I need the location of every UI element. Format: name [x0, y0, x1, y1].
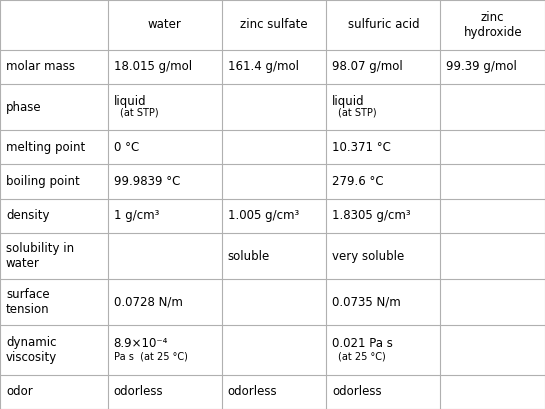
Text: 99.39 g/mol: 99.39 g/mol	[446, 61, 517, 73]
Text: phase: phase	[6, 101, 41, 114]
Text: molar mass: molar mass	[6, 61, 75, 73]
Text: (at STP): (at STP)	[338, 108, 377, 118]
Text: odor: odor	[6, 385, 33, 398]
Text: 10.371 °C: 10.371 °C	[332, 141, 391, 154]
Text: 8.9×10⁻⁴: 8.9×10⁻⁴	[114, 337, 168, 350]
Text: 1 g/cm³: 1 g/cm³	[114, 209, 159, 222]
Text: 99.9839 °C: 99.9839 °C	[114, 175, 180, 188]
Text: zinc sulfate: zinc sulfate	[240, 18, 308, 31]
Text: 1.8305 g/cm³: 1.8305 g/cm³	[332, 209, 411, 222]
Text: solubility in
water: solubility in water	[6, 242, 74, 270]
Text: odorless: odorless	[114, 385, 164, 398]
Text: (at 25 °C): (at 25 °C)	[338, 351, 386, 361]
Text: melting point: melting point	[6, 141, 85, 154]
Text: 279.6 °C: 279.6 °C	[332, 175, 384, 188]
Text: soluble: soluble	[228, 249, 270, 263]
Text: 0.0735 N/m: 0.0735 N/m	[332, 295, 401, 308]
Text: very soluble: very soluble	[332, 249, 404, 263]
Text: 0.0728 N/m: 0.0728 N/m	[114, 295, 183, 308]
Text: odorless: odorless	[228, 385, 277, 398]
Text: zinc
hydroxide: zinc hydroxide	[463, 11, 522, 39]
Text: liquid: liquid	[114, 94, 147, 108]
Text: (at STP): (at STP)	[120, 108, 159, 118]
Text: 161.4 g/mol: 161.4 g/mol	[228, 61, 299, 73]
Text: Pa s  (at 25 °C): Pa s (at 25 °C)	[114, 351, 187, 361]
Text: liquid: liquid	[332, 94, 365, 108]
Text: surface
tension: surface tension	[6, 288, 50, 316]
Text: density: density	[6, 209, 50, 222]
Text: 0 °C: 0 °C	[114, 141, 139, 154]
Text: 1.005 g/cm³: 1.005 g/cm³	[228, 209, 299, 222]
Text: 98.07 g/mol: 98.07 g/mol	[332, 61, 403, 73]
Text: 18.015 g/mol: 18.015 g/mol	[114, 61, 192, 73]
Text: dynamic
viscosity: dynamic viscosity	[6, 336, 57, 364]
Text: odorless: odorless	[332, 385, 382, 398]
Text: sulfuric acid: sulfuric acid	[348, 18, 419, 31]
Text: 0.021 Pa s: 0.021 Pa s	[332, 337, 393, 350]
Text: boiling point: boiling point	[6, 175, 80, 188]
Text: water: water	[148, 18, 181, 31]
